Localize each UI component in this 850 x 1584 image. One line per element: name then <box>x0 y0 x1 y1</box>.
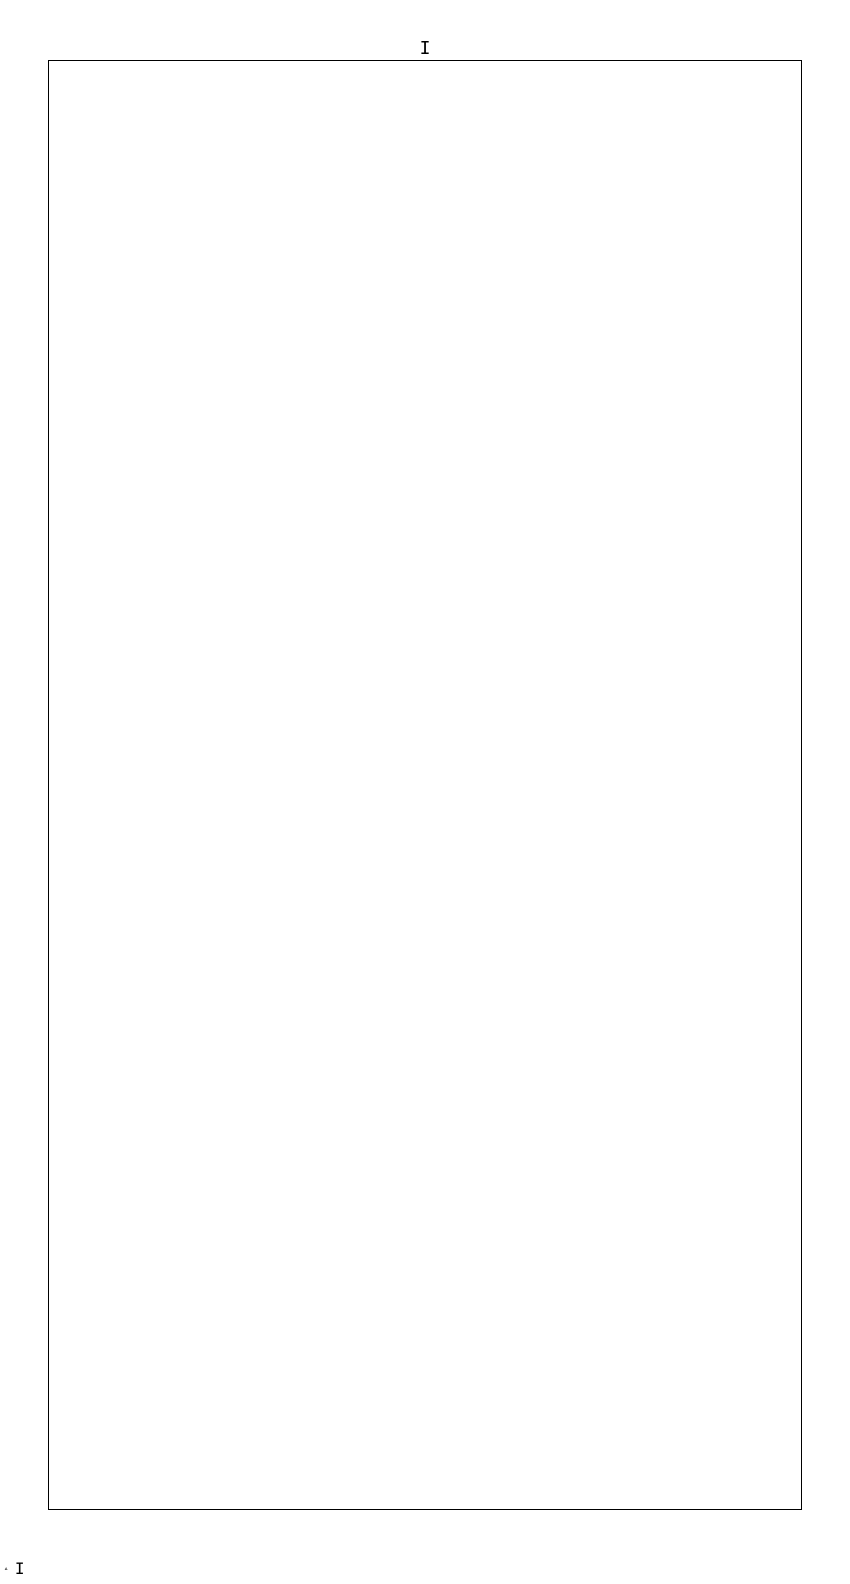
header: I <box>0 0 850 58</box>
plot-area <box>48 60 802 1510</box>
footer: ▵ I <box>4 1559 24 1578</box>
scale-indicator: I <box>420 38 431 59</box>
x-axis <box>48 1514 802 1544</box>
seismic-traces <box>49 61 801 1509</box>
seismogram-container: I ▵ I <box>0 0 850 1584</box>
